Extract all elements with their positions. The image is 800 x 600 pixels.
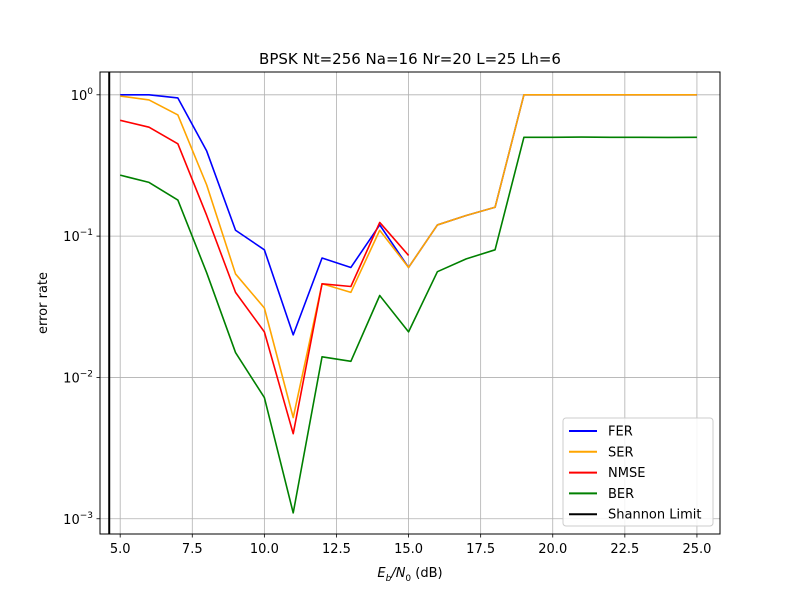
legend-box [562, 417, 714, 527]
legend-label: BER [608, 487, 634, 502]
y-tick-base: 10 [63, 371, 80, 386]
x-tick-label: 25.0 [682, 542, 711, 557]
chart-title: BPSK Nt=256 Na=16 Nr=20 L=25 Lh=6 [259, 50, 561, 68]
y-tick-label: 10−1 [63, 228, 93, 245]
y-tick-label: 100 [71, 87, 94, 104]
x-label-n: /N [390, 566, 405, 581]
series-line-nmse [120, 119, 410, 435]
y-tick-label: 10−3 [63, 511, 93, 528]
series-layer [119, 94, 697, 514]
y-axis-label: error rate [36, 272, 51, 334]
y-tick-exponent: 0 [87, 87, 93, 97]
x-label-unit: (dB) [411, 566, 442, 581]
series-line-ber [119, 136, 697, 514]
x-axis-label: Eb/N0 (dB) [377, 566, 442, 584]
x-tick-label: 15.0 [394, 542, 423, 557]
x-tick-label: 10.0 [250, 542, 279, 557]
y-tick-base: 10 [71, 89, 88, 104]
plot-frame [99, 71, 721, 535]
x-tick-label: 22.5 [610, 542, 639, 557]
x-axis-ticks: 5.0 7.5 10.0 12.5 15.0 17.5 20.0 22.5 25.0 [110, 534, 711, 557]
y-tick-base: 10 [63, 513, 80, 528]
x-tick-label: 17.5 [466, 542, 495, 557]
x-label-e: E [377, 566, 386, 581]
x-label-sub-0: 0 [405, 574, 411, 584]
x-label-sub-b: b [386, 574, 392, 584]
y-tick-exponent: −3 [80, 511, 93, 521]
legend-label: NMSE [608, 466, 645, 481]
legend-label: FER [608, 425, 633, 440]
x-tick-label: 20.0 [538, 542, 567, 557]
x-tick-label: 12.5 [322, 542, 351, 557]
x-tick-label: 7.5 [182, 542, 203, 557]
y-tick-exponent: −1 [80, 228, 93, 238]
series-line-ser [120, 94, 697, 419]
x-tick-label: 5.0 [110, 542, 131, 557]
legend-label: SER [608, 445, 634, 460]
y-tick-label: 10−2 [63, 369, 93, 386]
y-tick-base: 10 [63, 230, 80, 245]
y-tick-exponent: −2 [80, 369, 93, 379]
legend: FER SER NMSE BER Shannon Limit [562, 417, 714, 527]
legend-label: Shannon Limit [608, 508, 702, 523]
